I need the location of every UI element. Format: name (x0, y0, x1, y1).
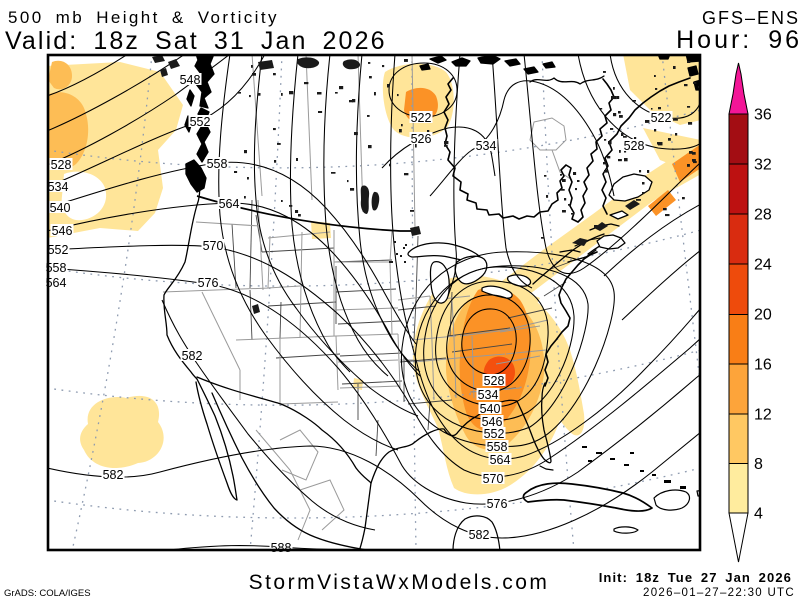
svg-text:522: 522 (411, 111, 432, 125)
svg-text:540: 540 (480, 402, 501, 416)
svg-text:558: 558 (487, 440, 508, 454)
svg-text:552: 552 (190, 115, 211, 129)
svg-text:570: 570 (483, 472, 504, 486)
svg-text:534: 534 (48, 180, 69, 194)
svg-text:522: 522 (651, 111, 672, 125)
svg-text:548: 548 (180, 73, 201, 87)
svg-text:2026–01–27–22:30 UTC: 2026–01–27–22:30 UTC (643, 587, 795, 599)
svg-text:546: 546 (482, 415, 503, 429)
svg-text:564: 564 (490, 453, 511, 467)
svg-text:4: 4 (754, 506, 763, 523)
svg-text:582: 582 (469, 528, 490, 542)
svg-text:576: 576 (487, 497, 508, 511)
svg-text:Init: 18z Tue 27 Jan 2026: Init: 18z Tue 27 Jan 2026 (599, 570, 792, 585)
svg-text:8: 8 (754, 456, 763, 473)
svg-text:32: 32 (754, 157, 772, 174)
svg-text:558: 558 (207, 157, 228, 171)
svg-text:28: 28 (754, 207, 772, 224)
svg-text:576: 576 (198, 276, 219, 290)
svg-text:534: 534 (478, 388, 499, 402)
svg-text:20: 20 (754, 307, 772, 324)
svg-text:16: 16 (754, 357, 772, 374)
svg-text:558: 558 (46, 261, 67, 275)
svg-text:582: 582 (182, 349, 203, 363)
svg-text:528: 528 (51, 158, 72, 172)
svg-text:564: 564 (219, 197, 240, 211)
svg-text:StormVistaWxModels.com: StormVistaWxModels.com (249, 571, 550, 594)
svg-text:588: 588 (271, 541, 292, 555)
svg-text:GrADS: COLA/IGES: GrADS: COLA/IGES (4, 588, 91, 599)
svg-text:534: 534 (476, 139, 497, 153)
svg-text:36: 36 (754, 107, 772, 124)
svg-text:528: 528 (484, 374, 505, 388)
svg-text:GFS–ENS: GFS–ENS (702, 8, 800, 28)
svg-text:526: 526 (411, 132, 432, 146)
svg-text:Valid: 18z Sat 31 Jan 2026: Valid: 18z Sat 31 Jan 2026 (5, 27, 387, 55)
svg-text:582: 582 (103, 468, 124, 482)
svg-text:546: 546 (52, 224, 73, 238)
svg-text:552: 552 (48, 243, 69, 257)
svg-text:Hour: 96: Hour: 96 (676, 26, 800, 54)
svg-text:12: 12 (754, 407, 772, 424)
svg-text:500 mb Height & Vorticity: 500 mb Height & Vorticity (8, 8, 279, 27)
svg-text:564: 564 (46, 276, 67, 290)
svg-text:528: 528 (624, 139, 645, 153)
svg-text:552: 552 (484, 427, 505, 441)
svg-text:540: 540 (50, 201, 71, 215)
svg-text:570: 570 (203, 239, 224, 253)
svg-text:24: 24 (754, 257, 772, 274)
